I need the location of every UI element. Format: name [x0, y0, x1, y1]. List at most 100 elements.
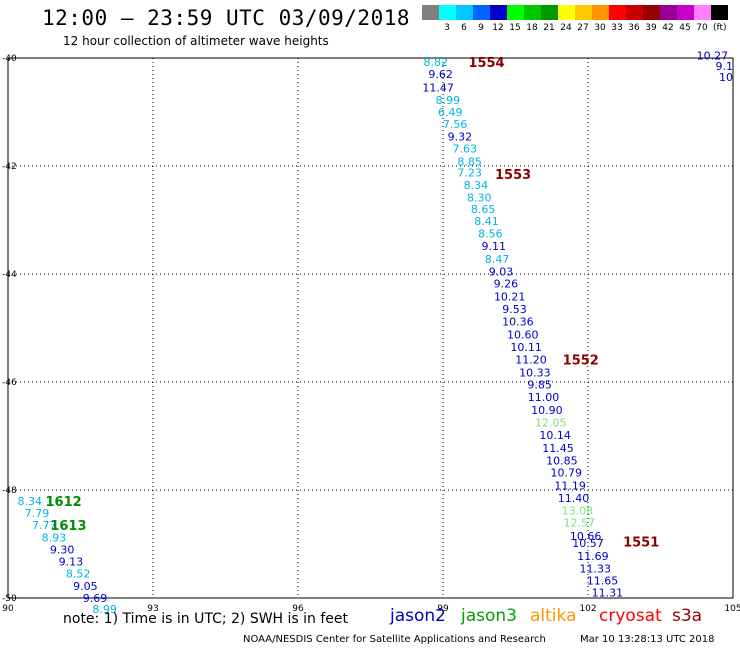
wave-height-label: 11.40 — [558, 492, 590, 505]
scale-swatch — [541, 5, 558, 20]
chart-title: 12:00 – 23:59 UTC 03/09/2018 — [42, 6, 411, 30]
x-tick-label: 96 — [292, 604, 304, 614]
wave-height-label: 9.11 — [482, 240, 507, 253]
wave-height-label: 10.60 — [507, 328, 539, 341]
y-tick-label: -40 — [2, 54, 17, 64]
wave-height-label: 11.45 — [542, 442, 574, 455]
wave-height-label: 8.93 — [42, 532, 67, 545]
scale-swatch — [456, 5, 473, 20]
scale-swatch — [473, 5, 490, 20]
scale-swatch — [490, 5, 507, 20]
y-tick-label: -48 — [2, 486, 17, 496]
scale-swatch — [677, 5, 694, 20]
wave-height-label: 9.05 — [73, 580, 98, 593]
scale-label: 36 — [628, 23, 640, 33]
wave-height-label: 8.99 — [436, 94, 461, 107]
pass-time-label: 1554 — [468, 56, 504, 71]
wave-height-label: 11.19 — [554, 480, 586, 493]
scale-label: 24 — [560, 23, 572, 33]
scale-unit: (ft) — [713, 23, 727, 33]
scale-swatch — [643, 5, 660, 20]
timestamp-text: Mar 10 13:28:13 UTC 2018 — [580, 634, 715, 645]
wave-height-label: 10.57 — [572, 537, 604, 550]
legend-jason2: jason2 — [390, 606, 446, 626]
y-tick-label: -44 — [2, 270, 17, 280]
scale-label: 18 — [526, 23, 538, 33]
wave-height-label: 12.05 — [535, 417, 567, 430]
wave-height-label: 9.85 — [527, 379, 552, 392]
scale-swatch — [439, 5, 456, 20]
scale-swatch — [711, 5, 728, 20]
wave-height-label: 10.14 — [539, 429, 571, 442]
scale-swatch — [609, 5, 626, 20]
wave-height-label: 7.63 — [453, 143, 478, 156]
wave-height-label: 8.41 — [474, 215, 499, 228]
scale-swatch — [558, 5, 575, 20]
legend-cryosat: cryosat — [599, 606, 662, 626]
legend-altika: altika — [530, 606, 577, 626]
scale-label: 6 — [461, 23, 467, 33]
scale-label: 39 — [645, 23, 657, 33]
scale-label: 21 — [543, 23, 555, 33]
wave-height-label: 10.85 — [546, 454, 578, 467]
wave-height-label: 11.69 — [577, 550, 609, 563]
pass-time-label: 1553 — [495, 168, 531, 183]
wave-height-label: 8.56 — [478, 228, 503, 241]
wave-height-label: 11.20 — [515, 353, 547, 366]
wave-height-label: 10.11 — [510, 341, 542, 354]
legend-jason3: jason3 — [461, 606, 517, 626]
wave-height-label: 9.30 — [50, 543, 75, 556]
wave-height-label: 7.56 — [443, 118, 468, 131]
wave-height-label: 10.79 — [551, 467, 583, 480]
wave-height-label: 9.62 — [428, 68, 453, 81]
wave-height-label: 10.36 — [502, 316, 534, 329]
wave-height-label: 8.34 — [18, 495, 43, 508]
pass-time-label: 1552 — [563, 353, 599, 368]
scale-label: 33 — [611, 23, 623, 33]
wave-height-label: 9.1 — [716, 60, 734, 73]
wave-height-label: 9.32 — [448, 130, 473, 143]
legend-s3a: s3a — [672, 606, 703, 626]
y-tick-label: -42 — [2, 162, 17, 172]
wave-height-label: 7.23 — [457, 166, 482, 179]
y-tick-label: -50 — [2, 594, 17, 604]
wave-height-label: 6.49 — [438, 106, 463, 119]
wave-height-label: 10 — [719, 71, 733, 84]
wave-height-label: 8.30 — [467, 191, 492, 204]
wave-height-label: 10.33 — [519, 366, 551, 379]
scale-swatch — [507, 5, 524, 20]
wave-height-label: 11.65 — [587, 575, 619, 588]
wave-height-label: 8.99 — [92, 603, 117, 616]
wave-height-label: 7.79 — [25, 507, 50, 520]
x-tick-label: 105 — [724, 604, 740, 614]
wave-height-label: 9.53 — [502, 303, 527, 316]
wave-height-label: 9.26 — [494, 278, 519, 291]
pass-time-label: 1551 — [623, 535, 659, 550]
wave-height-label: 11.00 — [528, 391, 560, 404]
scale-label: 42 — [662, 23, 674, 33]
scale-label: 3 — [444, 23, 450, 33]
scale-swatch — [626, 5, 643, 20]
scale-swatch — [524, 5, 541, 20]
wave-height-label: 9.03 — [489, 265, 514, 278]
pass-time-label: 1612 — [45, 495, 81, 510]
y-tick-label: -46 — [2, 378, 17, 388]
wave-height-label: 11.47 — [422, 82, 454, 95]
scale-label: 12 — [492, 23, 504, 33]
wave-height-label: 8.85 — [457, 156, 482, 169]
scale-label: 15 — [509, 23, 521, 33]
wave-height-label: 7.77 — [32, 519, 57, 532]
scale-label: 9 — [478, 23, 484, 33]
wave-height-label: 11.31 — [592, 587, 624, 600]
x-tick-label: 93 — [147, 604, 158, 614]
scale-label: 30 — [594, 23, 606, 33]
wave-height-label: 13.08 — [562, 505, 594, 518]
wave-height-label: 8.52 — [66, 568, 91, 581]
wave-height-label: 10.21 — [494, 291, 526, 304]
wave-height-label: 12.57 — [564, 516, 596, 529]
scale-label: 27 — [577, 23, 589, 33]
scale-swatch — [694, 5, 711, 20]
wave-height-label: 8.47 — [485, 253, 510, 266]
